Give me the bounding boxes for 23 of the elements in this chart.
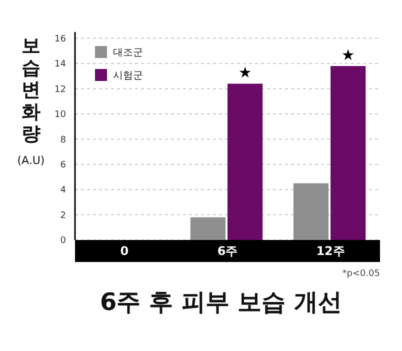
bar [293, 183, 329, 240]
legend-label: 시험군 [113, 70, 143, 82]
legend-label: 대조군 [113, 48, 143, 58]
y-tick-label: 10 [54, 110, 66, 120]
y-tick-label: 16 [54, 34, 66, 44]
bar [330, 66, 366, 240]
x-tick-label: 0 [120, 244, 129, 258]
y-tick-label: 8 [60, 135, 66, 146]
x-tick-label: 6주 [217, 244, 238, 258]
y-axis-title: 보습변화량 (A.U) [17, 35, 45, 167]
x-tick-label: 12주 [316, 244, 345, 258]
annotation: ★ [341, 46, 355, 64]
y-tick-label: 4 [60, 186, 66, 196]
y-tick-label: 2 [60, 210, 66, 221]
y-tick-label: 14 [54, 60, 66, 70]
text: 6주 후 피부 보습 개선 [100, 288, 342, 316]
y-tick-label: 6 [60, 160, 66, 171]
bar [228, 84, 263, 240]
text: *p<0.05 [342, 269, 380, 279]
bar [190, 217, 226, 240]
y-tick-label: 12 [54, 84, 66, 95]
annotation: ★ [238, 64, 252, 82]
y-tick-label: 0 [60, 236, 66, 246]
